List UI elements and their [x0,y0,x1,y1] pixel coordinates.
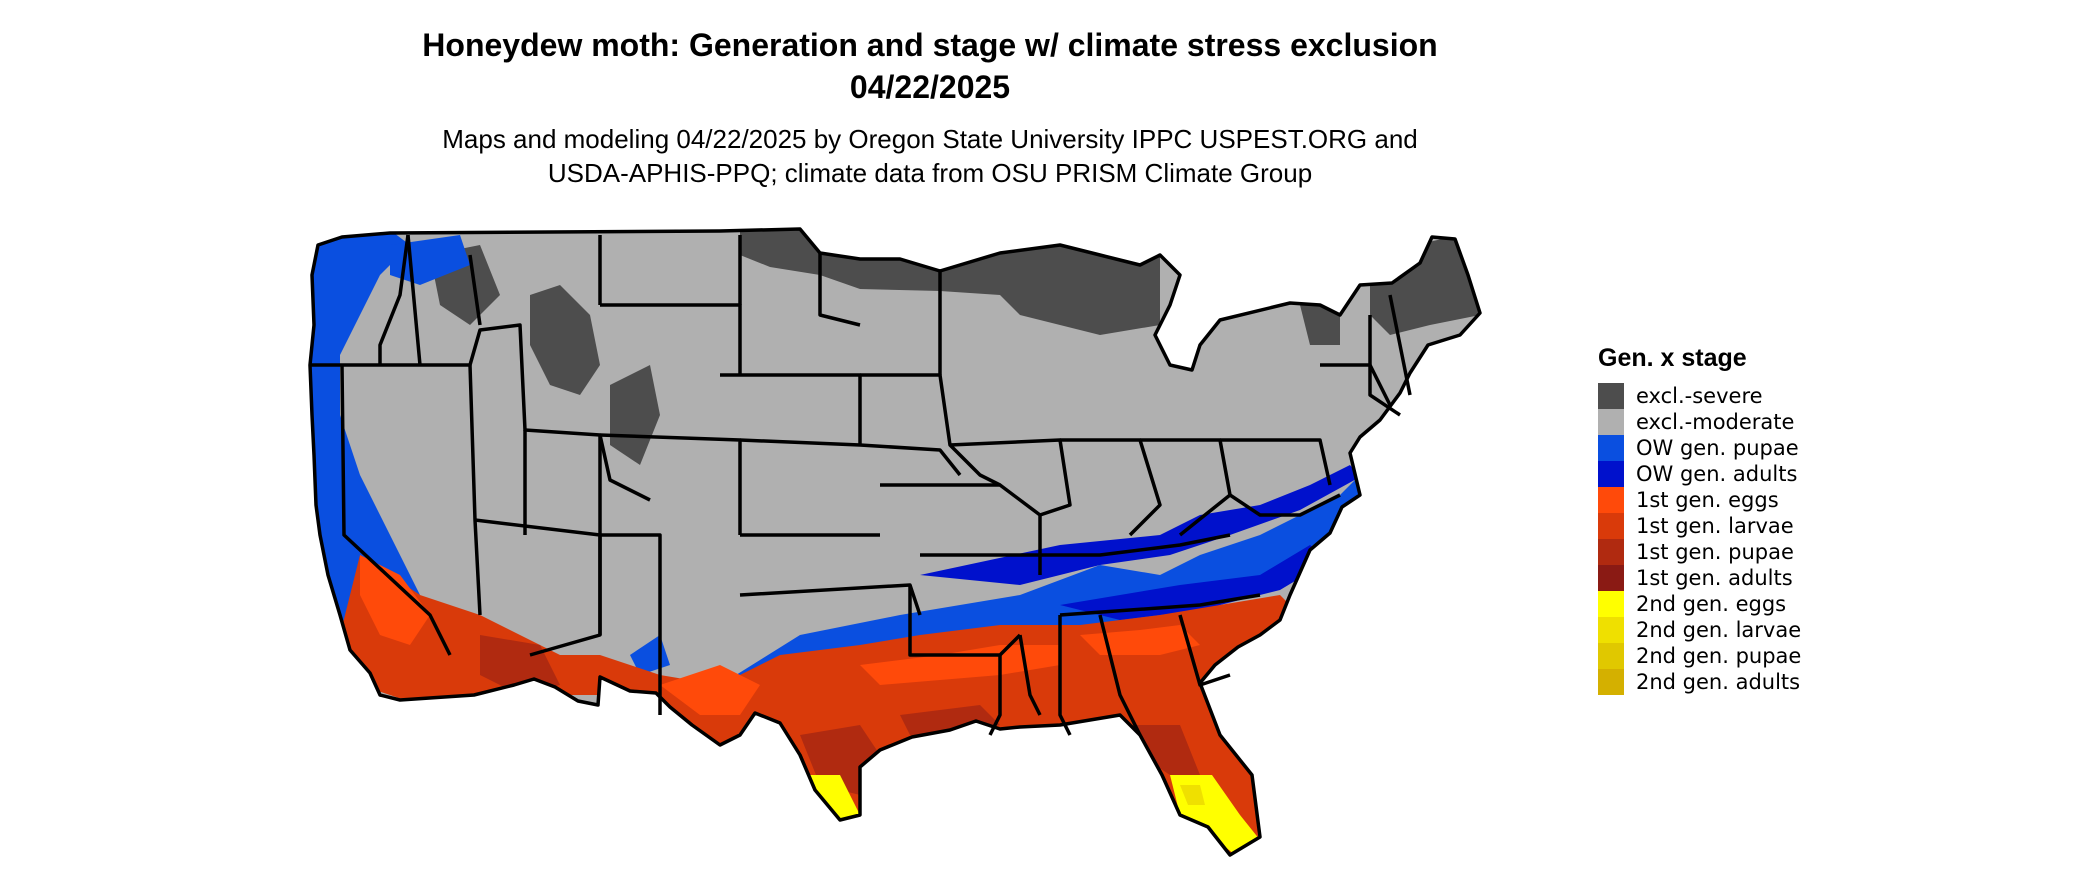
legend-swatch [1598,617,1624,643]
legend-swatch [1598,513,1624,539]
legend-item: 1st gen. pupae [1598,539,1801,565]
legend-title: Gen. x stage [1598,344,1747,372]
legend-item: OW gen. adults [1598,461,1801,487]
legend-item: 2nd gen. larvae [1598,617,1801,643]
legend-label: OW gen. adults [1636,462,1798,486]
legend-item: 2nd gen. eggs [1598,591,1801,617]
legend-item: excl.-moderate [1598,409,1801,435]
legend-label: 2nd gen. adults [1636,670,1801,694]
legend-label: excl.-moderate [1636,410,1795,434]
map-subtitle: Maps and modeling 04/22/2025 by Oregon S… [0,122,1860,190]
legend-item: OW gen. pupae [1598,435,1801,461]
legend-item: 1st gen. eggs [1598,487,1801,513]
legend-item: 1st gen. larvae [1598,513,1801,539]
title-date: 04/22/2025 [849,69,1011,105]
title-line-1: Honeydew moth: Generation and stage w/ c… [422,27,1438,63]
legend-swatch [1598,669,1624,695]
legend-item: 1st gen. adults [1598,565,1801,591]
legend-swatch [1598,565,1624,591]
legend-label: 2nd gen. eggs [1636,592,1787,616]
map-title: Honeydew moth: Generation and stage w/ c… [0,24,1860,108]
legend-item: excl.-severe [1598,383,1801,409]
legend-swatch [1598,643,1624,669]
legend-item: 2nd gen. pupae [1598,643,1801,669]
legend-swatch [1598,409,1624,435]
subtitle-line-1: Maps and modeling 04/22/2025 by Oregon S… [442,124,1418,154]
legend-label: 1st gen. pupae [1636,540,1794,564]
legend-label: 2nd gen. pupae [1636,644,1802,668]
legend-swatch [1598,487,1624,513]
legend-swatch [1598,383,1624,409]
legend-label: 1st gen. eggs [1636,488,1779,512]
legend-label: 1st gen. adults [1636,566,1793,590]
legend-swatch [1598,591,1624,617]
legend-label: 1st gen. larvae [1636,514,1794,538]
legend-label: 2nd gen. larvae [1636,618,1802,642]
legend-swatch [1598,461,1624,487]
legend-label: excl.-severe [1636,384,1763,408]
legend-swatch [1598,435,1624,461]
legend-items: excl.-severe excl.-moderate OW gen. pupae O… [1598,383,1801,695]
subtitle-line-2: USDA-APHIS-PPQ; climate data from OSU PR… [547,158,1313,188]
us-map [308,227,1482,857]
legend-swatch [1598,539,1624,565]
legend-item: 2nd gen. adults [1598,669,1801,695]
map-legend: Gen. x stage excl.-severe excl.-moderate O… [1598,343,1801,695]
legend-label: OW gen. pupae [1636,436,1799,460]
